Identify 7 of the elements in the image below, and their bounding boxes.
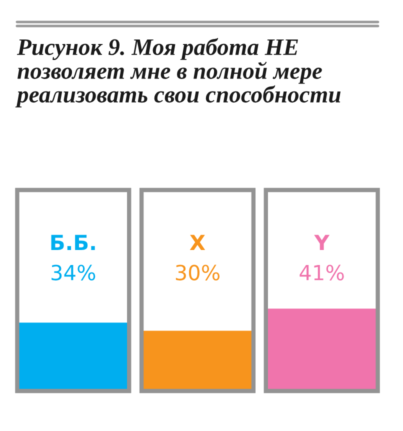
- x-tick-label: X: [190, 234, 206, 250]
- x-tick-label: Б.Б.: [51, 234, 95, 250]
- data-label: 34%: [52, 264, 96, 280]
- data-label: 30%: [176, 264, 220, 280]
- data-label: 41%: [300, 264, 344, 280]
- x-tick-label: Y: [314, 234, 330, 250]
- chart-title: Рисунок 9. Моя работа НЕ позволяет мне в полной мере реализовать свои способности: [15, 38, 341, 108]
